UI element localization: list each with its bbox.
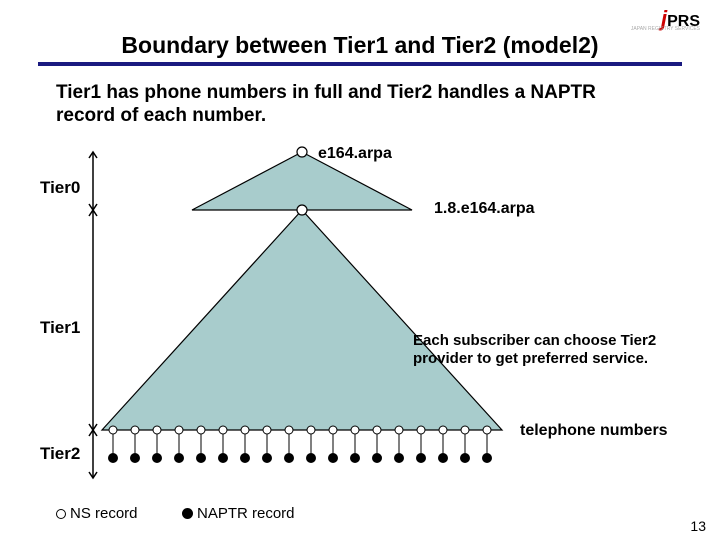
page-title: Boundary between Tier1 and Tier2 (model2… [0, 32, 720, 59]
legend-naptr: NAPTR record [182, 505, 295, 522]
legend-ns-text: NS record [70, 505, 138, 522]
open-circle-icon [56, 509, 66, 519]
filled-circle-icon [182, 508, 193, 519]
diagram-area: e164.arpa 1.8.e164.arpa Tier0 Tier1 Tier… [0, 140, 720, 500]
root-zone-label: e164.arpa [318, 145, 392, 163]
subscriber-note: Each subscriber can choose Tier2 provide… [413, 332, 703, 368]
title-underline [38, 62, 682, 66]
page-number: 13 [690, 518, 706, 534]
sub-zone-label: 1.8.e164.arpa [434, 200, 535, 218]
tier0-label: Tier0 [40, 178, 80, 198]
telephone-numbers-label: telephone numbers [520, 422, 668, 440]
subtitle: Tier1 has phone numbers in full and Tier… [56, 82, 616, 128]
tier2-label: Tier2 [40, 444, 80, 464]
tier1-label: Tier1 [40, 318, 80, 338]
legend-naptr-text: NAPTR record [197, 505, 295, 522]
legend-ns: NS record [56, 505, 138, 522]
diagram-svg [0, 140, 720, 500]
